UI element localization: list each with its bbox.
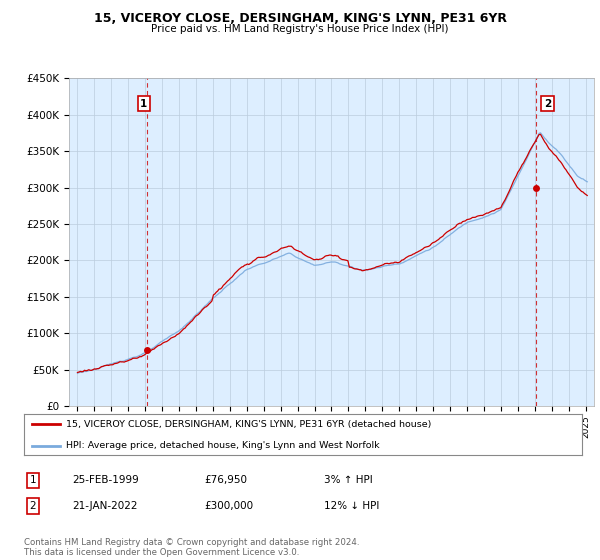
Text: Price paid vs. HM Land Registry's House Price Index (HPI): Price paid vs. HM Land Registry's House …: [151, 24, 449, 34]
Text: 2: 2: [544, 99, 551, 109]
Text: 1: 1: [140, 99, 148, 109]
Text: 3% ↑ HPI: 3% ↑ HPI: [324, 475, 373, 486]
Text: 1: 1: [29, 475, 37, 486]
Text: 15, VICEROY CLOSE, DERSINGHAM, KING'S LYNN, PE31 6YR (detached house): 15, VICEROY CLOSE, DERSINGHAM, KING'S LY…: [66, 420, 431, 429]
Text: £300,000: £300,000: [204, 501, 253, 511]
Text: 25-FEB-1999: 25-FEB-1999: [72, 475, 139, 486]
Text: 21-JAN-2022: 21-JAN-2022: [72, 501, 137, 511]
Text: £76,950: £76,950: [204, 475, 247, 486]
Text: Contains HM Land Registry data © Crown copyright and database right 2024.
This d: Contains HM Land Registry data © Crown c…: [24, 538, 359, 557]
Text: 15, VICEROY CLOSE, DERSINGHAM, KING'S LYNN, PE31 6YR: 15, VICEROY CLOSE, DERSINGHAM, KING'S LY…: [94, 12, 506, 25]
Text: 12% ↓ HPI: 12% ↓ HPI: [324, 501, 379, 511]
Text: 2: 2: [29, 501, 37, 511]
Text: HPI: Average price, detached house, King's Lynn and West Norfolk: HPI: Average price, detached house, King…: [66, 441, 379, 450]
